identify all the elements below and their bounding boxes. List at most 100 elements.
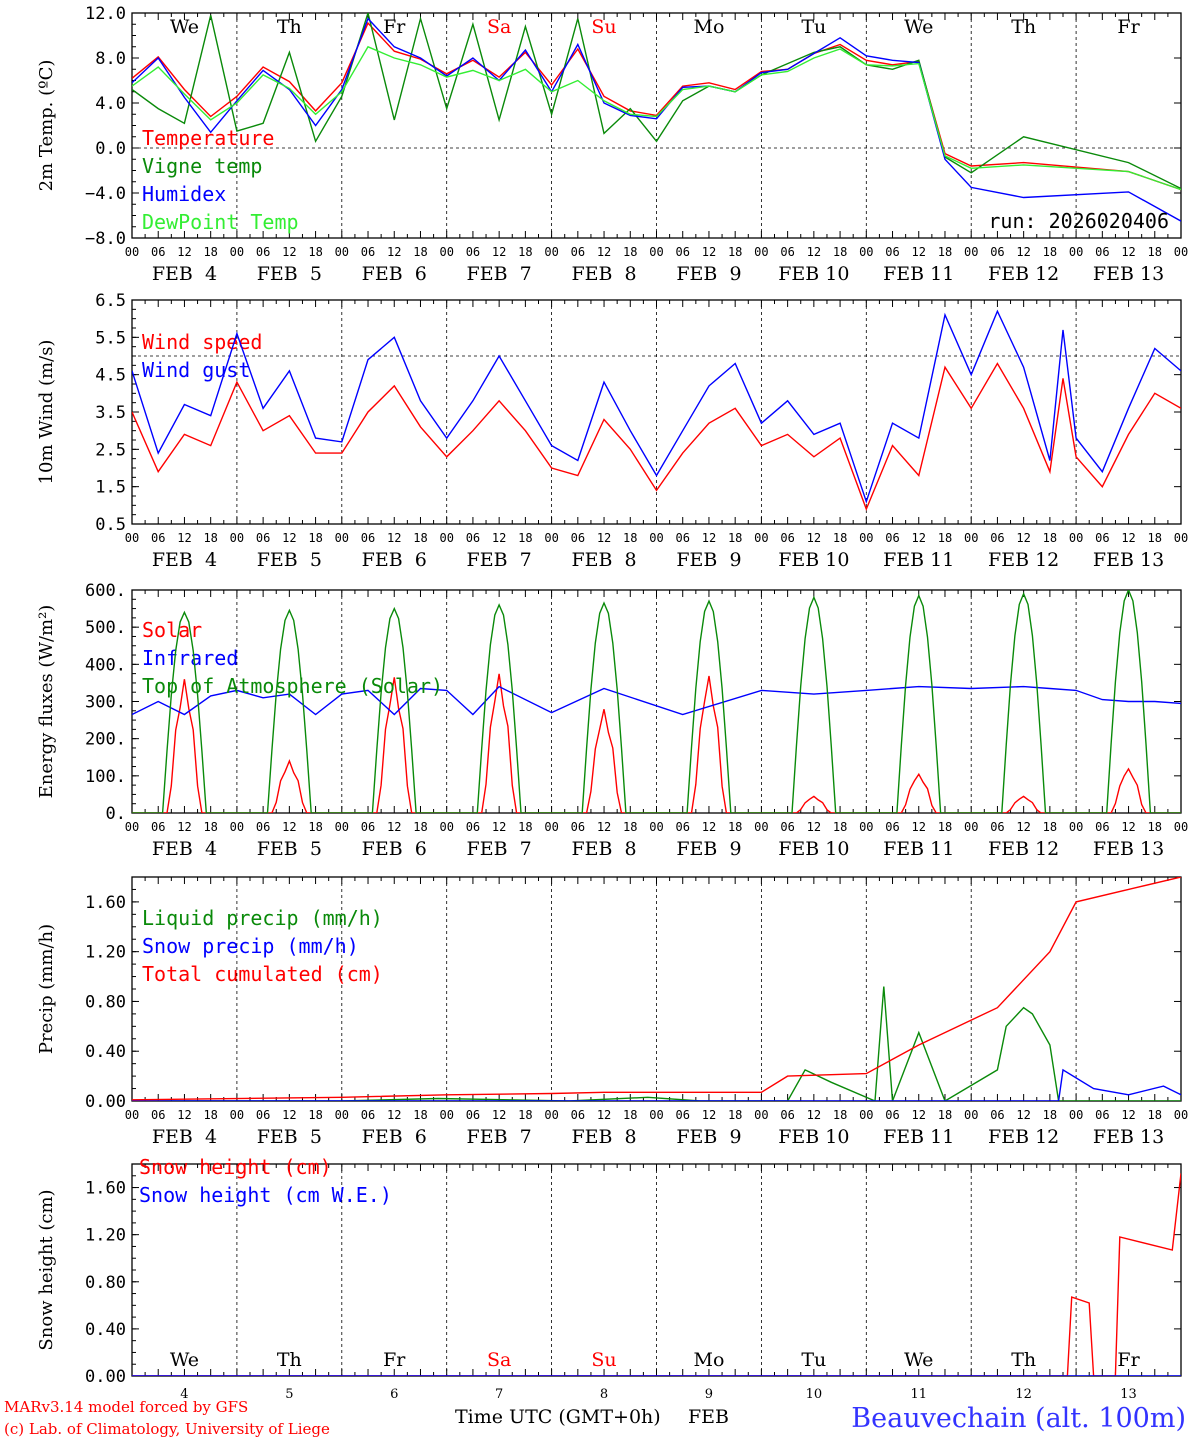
hour-tick-label: 00 [1069, 245, 1083, 259]
y-tick-label: 0.40 [85, 1042, 126, 1062]
y-tick-label: 0.00 [85, 1092, 126, 1112]
y-tick-label: 4.5 [95, 366, 126, 386]
hour-tick-label: 12 [702, 1108, 716, 1122]
hour-tick-label: 18 [833, 531, 847, 545]
hour-tick-label: 12 [492, 245, 506, 259]
y-tick-label: 200. [85, 730, 126, 750]
weekday-label: Sa [487, 16, 511, 38]
date-label: FEB 13 [1093, 838, 1164, 860]
hour-tick-label: 12 [1016, 820, 1030, 834]
hour-tick-label: 00 [649, 531, 663, 545]
hour-tick-label: 00 [964, 1108, 978, 1122]
weekday-label: We [170, 1349, 199, 1371]
y-tick-label: 100. [85, 767, 126, 787]
hour-tick-label: 12 [597, 531, 611, 545]
hour-tick-label: 12 [1016, 1108, 1030, 1122]
hour-tick-label: 12 [282, 245, 296, 259]
date-label: FEB 13 [1093, 549, 1164, 571]
chart-panels: −8.0 −4.0 0.0 4.0 8.0 12.0 2m Temp. (ºC) 00 06 12… [36, 4, 1188, 1402]
y-tick-label: 0.00 [85, 1367, 126, 1387]
y-tick-label: 6.5 [95, 291, 126, 311]
hour-tick-label: 18 [308, 820, 322, 834]
hour-tick-label: 18 [413, 1108, 427, 1122]
hour-tick-label: 12 [597, 1108, 611, 1122]
hour-tick-label: 06 [780, 820, 794, 834]
date-label: FEB 6 [362, 1126, 427, 1148]
hour-tick-label: 00 [754, 245, 768, 259]
panel-wind: 0.5 1.5 2.5 3.5 4.5 5.5 6.5 10m Wind (m/s) 00 06 1… [36, 291, 1188, 571]
weekday-label: Mo [693, 16, 724, 38]
y-axis-label: Snow height (cm) [36, 1189, 57, 1350]
hour-tick-label: 00 [1069, 531, 1083, 545]
hour-tick-label: 18 [1148, 245, 1162, 259]
hour-tick-label: 12 [912, 1108, 926, 1122]
day-number-label: 10 [806, 1387, 823, 1402]
hour-tick-label: 00 [964, 820, 978, 834]
date-label: FEB 8 [571, 263, 636, 285]
hour-tick-label: 18 [1148, 820, 1162, 834]
date-label: FEB 9 [676, 1126, 741, 1148]
hour-tick-label: 00 [125, 1108, 139, 1122]
hour-tick-label: 00 [335, 245, 349, 259]
hour-tick-label: 18 [308, 531, 322, 545]
x-axis-month: FEB [688, 1406, 729, 1428]
hour-tick-label: 00 [964, 245, 978, 259]
date-label: FEB 9 [676, 549, 741, 571]
hour-tick-label: 06 [990, 820, 1004, 834]
hour-tick-label: 00 [1069, 820, 1083, 834]
legend-humidex: Humidex [142, 182, 226, 206]
hour-tick-label: 18 [413, 820, 427, 834]
weekday-label: Th [277, 1349, 302, 1371]
run-annotation: run: 2026020406 [988, 209, 1169, 233]
date-label: FEB 4 [152, 263, 217, 285]
y-tick-label: −8.0 [85, 229, 126, 249]
y-tick-label: 3.5 [95, 403, 126, 423]
hour-tick-label: 12 [1016, 245, 1030, 259]
hour-tick-label: 12 [807, 1108, 821, 1122]
hour-tick-label: 00 [439, 531, 453, 545]
weekday-label: Su [591, 1349, 616, 1371]
hour-tick-label: 00 [859, 531, 873, 545]
hour-tick-label: 06 [885, 820, 899, 834]
hour-tick-label: 18 [623, 1108, 637, 1122]
hour-tick-label: 18 [728, 820, 742, 834]
hour-tick-label: 18 [938, 245, 952, 259]
hour-tick-label: 06 [780, 531, 794, 545]
weekday-label: Tu [801, 16, 826, 38]
hour-tick-label: 12 [492, 531, 506, 545]
hour-tick-label: 00 [964, 531, 978, 545]
hour-tick-label: 06 [466, 245, 480, 259]
hour-tick-label: 06 [571, 531, 585, 545]
hour-tick-label: 06 [151, 820, 165, 834]
weekday-label: We [904, 16, 933, 38]
hour-tick-label: 00 [335, 531, 349, 545]
hour-tick-label: 06 [780, 245, 794, 259]
hour-tick-label: 12 [912, 820, 926, 834]
date-label: FEB 13 [1093, 1126, 1164, 1148]
hour-tick-label: 00 [859, 1108, 873, 1122]
legend-infrared: Infrared [142, 646, 238, 670]
hour-tick-label: 00 [544, 531, 558, 545]
hour-tick-label: 06 [256, 245, 270, 259]
hour-tick-label: 12 [492, 1108, 506, 1122]
series-line-wind-speed [132, 362, 1181, 512]
hour-tick-label: 00 [754, 1108, 768, 1122]
series-line-top-of-atmosphere-solar- [132, 590, 1181, 813]
hour-tick-label: 18 [623, 531, 637, 545]
series-line-liquid-precip-mm-h- [132, 986, 1181, 1101]
date-label: FEB 11 [883, 838, 954, 860]
hour-tick-label: 12 [1121, 820, 1135, 834]
hour-tick-label: 18 [623, 245, 637, 259]
hour-tick-label: 12 [387, 1108, 401, 1122]
hour-tick-label: 12 [1016, 531, 1030, 545]
hour-tick-label: 12 [1121, 531, 1135, 545]
y-axis-label: Energy fluxes (W/m²) [36, 605, 57, 799]
y-tick-label: 1.20 [85, 943, 126, 963]
hour-tick-label: 00 [544, 1108, 558, 1122]
date-label: FEB 12 [988, 838, 1059, 860]
hour-tick-label: 12 [702, 531, 716, 545]
date-label: FEB 7 [467, 1126, 532, 1148]
legend-wind-speed: Wind speed [142, 330, 262, 354]
hour-tick-label: 00 [649, 245, 663, 259]
hour-tick-label: 00 [859, 820, 873, 834]
